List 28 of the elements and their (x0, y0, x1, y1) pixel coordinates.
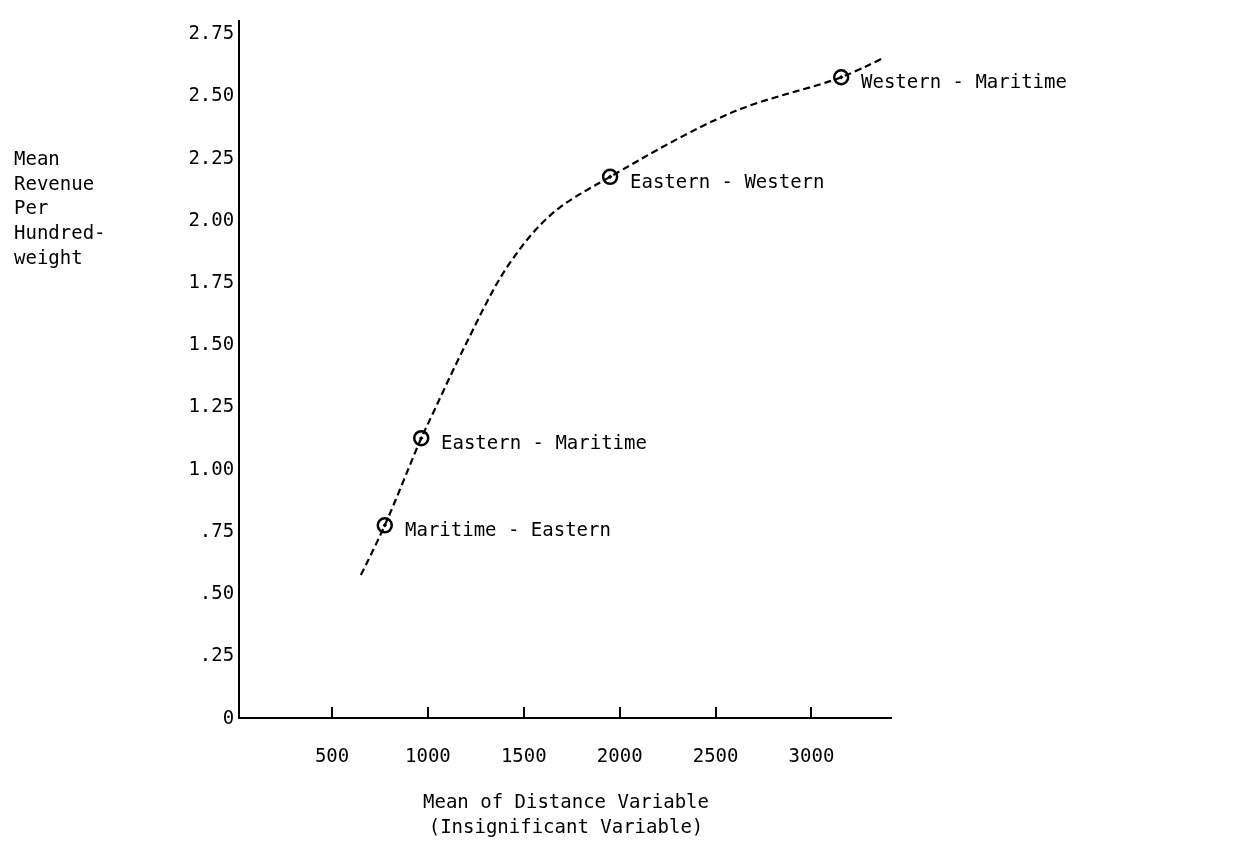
annotation: Maritime - Eastern (405, 518, 611, 540)
y-tick-label: .25 (199, 643, 235, 666)
y-axis-title: Mean Revenue Per Hundred- weight (14, 147, 106, 268)
y-tick-label: .50 (199, 581, 235, 604)
x-tick-label: 1000 (405, 743, 451, 766)
point (412, 429, 430, 447)
y-tick-label: 2.75 (188, 21, 235, 44)
y-tick-label: 1.75 (188, 270, 235, 293)
point (376, 517, 394, 534)
x-tick-label: 2000 (596, 743, 643, 766)
y-tick-label: 2.50 (188, 83, 235, 106)
x-tick-label: 2500 (692, 743, 739, 766)
y-tick-label: 1.00 (188, 456, 235, 479)
y-tick-label: 1.50 (188, 332, 235, 355)
annotation: Eastern - Maritime (441, 431, 647, 453)
x-tick-label: 500 (314, 743, 350, 766)
x-tick-label: 3000 (788, 743, 835, 766)
x-axis-title: Mean of Distance Variable (Insignificant Variable) (423, 790, 709, 837)
y-tick-label: 0 (222, 705, 235, 728)
y-tick-label: .75 (199, 518, 235, 541)
y-tick-label: 2.25 (188, 145, 235, 168)
y-tick-label: 2.00 (188, 207, 235, 230)
annotation: Eastern - Western (630, 170, 825, 192)
annotation: Western - Maritime (861, 70, 1067, 92)
point (832, 69, 850, 86)
point (601, 168, 619, 186)
x-tick-label: 1500 (500, 743, 547, 766)
y-tick-label: 1.25 (188, 394, 235, 417)
